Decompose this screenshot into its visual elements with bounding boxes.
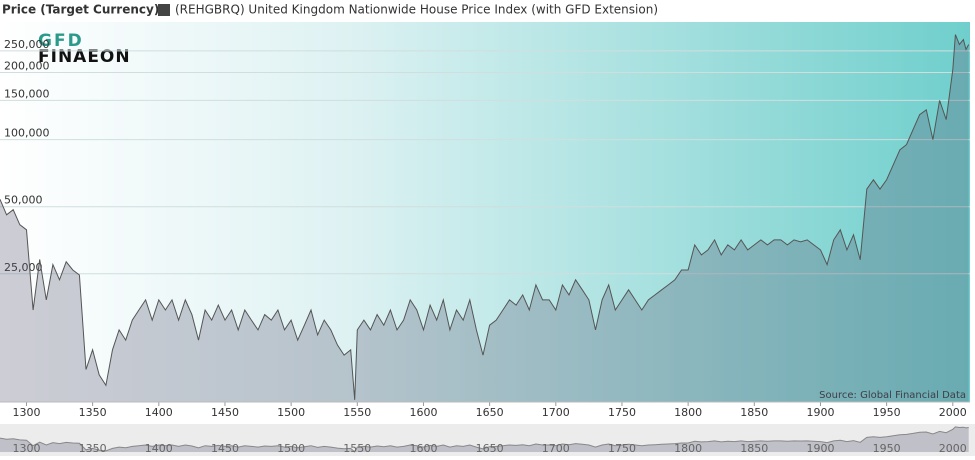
x-tick-label: 1600: [409, 406, 437, 419]
x-tick-label: 1700: [542, 406, 570, 419]
navigator-label: 1700: [542, 442, 570, 455]
source: Source: Global Financial Data: [819, 390, 966, 401]
legend-swatch[interactable]: [158, 4, 170, 16]
y-tick-label: 200,000: [4, 60, 50, 73]
x-tick-label: 1350: [79, 406, 107, 419]
navigator-label: 2000: [939, 442, 967, 455]
line: [0, 34, 970, 400]
logo-top: GFD: [38, 31, 84, 51]
legend-label[interactable]: (REHGBRQ) United Kingdom Nationwide Hous…: [175, 3, 658, 17]
navigator-label: 1550: [343, 442, 371, 455]
x-tick-label: 1400: [145, 406, 173, 419]
navigator-label: 1450: [211, 442, 239, 455]
x-tick-label: 1450: [211, 406, 239, 419]
navigator-label: 1950: [873, 442, 901, 455]
x-tick-label: 1550: [343, 406, 371, 419]
navigator-label: 1750: [608, 442, 636, 455]
chart-title: Price (Target Currency): [2, 3, 159, 17]
y-tick-label: 50,000: [4, 194, 43, 207]
x-tick-label: 1750: [608, 406, 636, 419]
logo-bottom: FINAEON: [38, 47, 131, 67]
x-tick-label: 1850: [740, 406, 768, 419]
navigator-label: 1850: [740, 442, 768, 455]
x-tick-label: 1650: [476, 406, 504, 419]
navigator-label: 1500: [277, 442, 305, 455]
x-tick-label: 1900: [806, 406, 834, 419]
line: [0, 426, 969, 453]
area: [0, 34, 969, 402]
x-tick-label: 1500: [277, 406, 305, 419]
y-tick-label: 250,000: [4, 38, 50, 51]
navigator-label: 1600: [409, 442, 437, 455]
x-tick-label: 2000: [939, 406, 967, 419]
y-tick-label: 100,000: [4, 127, 50, 140]
area: [0, 426, 969, 452]
x-tick-label: 1800: [674, 406, 702, 419]
navigator: [0, 424, 975, 456]
x-tick-label: 1300: [12, 406, 40, 419]
navigator-label: 1400: [145, 442, 173, 455]
navigator-label: 1900: [806, 442, 834, 455]
y-tick-label: 25,000: [4, 261, 43, 274]
navigator-label: 1300: [12, 442, 40, 455]
navigator-label: 1650: [476, 442, 504, 455]
navigator-label: 1350: [79, 442, 107, 455]
navigator-label: 1800: [674, 442, 702, 455]
y-tick-label: 150,000: [4, 87, 50, 100]
x-tick-label: 1950: [873, 406, 901, 419]
plot-background: [0, 22, 970, 402]
